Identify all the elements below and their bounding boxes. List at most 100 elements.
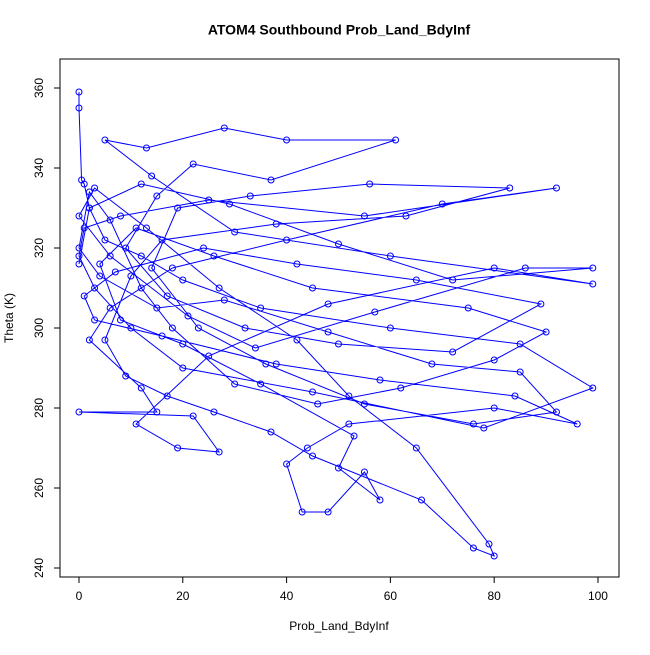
plot-frame (59, 58, 620, 578)
data-point (521, 264, 529, 272)
data-point (158, 332, 166, 340)
data-point (142, 224, 150, 232)
data-point (267, 176, 275, 184)
y-tick-label: 300 (32, 318, 46, 338)
data-point (272, 360, 280, 368)
y-tick-label: 360 (32, 78, 46, 98)
data-point (386, 252, 394, 260)
data-line (78, 92, 594, 557)
data-point (75, 104, 83, 112)
data-point (153, 408, 161, 416)
data-point (142, 144, 150, 152)
data-point (75, 244, 83, 252)
x-tick-label: 40 (280, 589, 294, 603)
data-point (200, 244, 208, 252)
data-point (480, 424, 488, 432)
data-point (438, 200, 446, 208)
data-point (75, 88, 83, 96)
data-point (174, 204, 182, 212)
data-point (485, 540, 493, 548)
data-point (490, 356, 498, 364)
y-tick-label: 260 (32, 478, 46, 498)
chart-title: ATOM4 Southbound Prob_Land_BdyInf (208, 22, 471, 38)
data-point (293, 260, 301, 268)
y-tick-label: 320 (32, 238, 46, 258)
data-point (184, 312, 192, 320)
data-point (168, 324, 176, 332)
data-point (80, 292, 88, 300)
data-point (516, 368, 524, 376)
data-point (220, 124, 228, 132)
x-tick-label: 100 (588, 589, 608, 603)
x-tick-label: 80 (488, 589, 502, 603)
data-point (397, 384, 405, 392)
data-point (106, 216, 114, 224)
data-point (117, 316, 125, 324)
x-tick-label: 20 (176, 589, 190, 603)
data-point (516, 340, 524, 348)
data-point (360, 212, 368, 220)
data-point (360, 400, 368, 408)
x-tick-label: 0 (76, 589, 83, 603)
data-point (324, 300, 332, 308)
data-point (257, 380, 265, 388)
data-point (226, 200, 234, 208)
data-point (298, 508, 306, 516)
data-point (220, 296, 228, 304)
data-point (106, 252, 114, 260)
data-point (163, 392, 171, 400)
y-tick-label: 340 (32, 158, 46, 178)
data-point (168, 264, 176, 272)
data-point (75, 252, 83, 260)
data-point (345, 392, 353, 400)
data-point (262, 360, 270, 368)
x-axis-label: Prob_Land_BdyInf (289, 619, 389, 633)
data-point (96, 272, 104, 280)
data-point (324, 508, 332, 516)
data-point (251, 344, 259, 352)
data-point (376, 496, 384, 504)
data-point (106, 304, 114, 312)
data-point (449, 276, 457, 284)
data-point (148, 264, 156, 272)
data-point (309, 284, 317, 292)
data-point (189, 160, 197, 168)
data-point (334, 340, 342, 348)
data-point (91, 316, 99, 324)
data-point (366, 180, 374, 188)
data-point (85, 204, 93, 212)
data-point (303, 444, 311, 452)
data-point (137, 180, 145, 188)
data-point (309, 388, 317, 396)
y-tick-label: 240 (32, 558, 46, 578)
data-point (589, 280, 597, 288)
data-point (210, 252, 218, 260)
data-point (334, 464, 342, 472)
data-point (101, 136, 109, 144)
data-point (412, 444, 420, 452)
data-point (101, 236, 109, 244)
data-point (386, 324, 394, 332)
data-point (490, 264, 498, 272)
y-axis-label: Theta (K) (2, 293, 16, 343)
data-point (257, 304, 265, 312)
data-point (542, 328, 550, 336)
data-point (215, 448, 223, 456)
data-point (205, 352, 213, 360)
data-point (137, 384, 145, 392)
data-point (194, 324, 202, 332)
data-point (75, 260, 83, 268)
data-point (75, 408, 83, 416)
x-tick-label: 60 (384, 589, 398, 603)
data-point (111, 268, 119, 276)
data-point (246, 192, 254, 200)
data-point (205, 196, 213, 204)
y-tick-label: 280 (32, 398, 46, 418)
data-point (241, 324, 249, 332)
data-point (283, 460, 291, 468)
data-point (552, 408, 560, 416)
data-point (137, 284, 145, 292)
data-point (293, 336, 301, 344)
